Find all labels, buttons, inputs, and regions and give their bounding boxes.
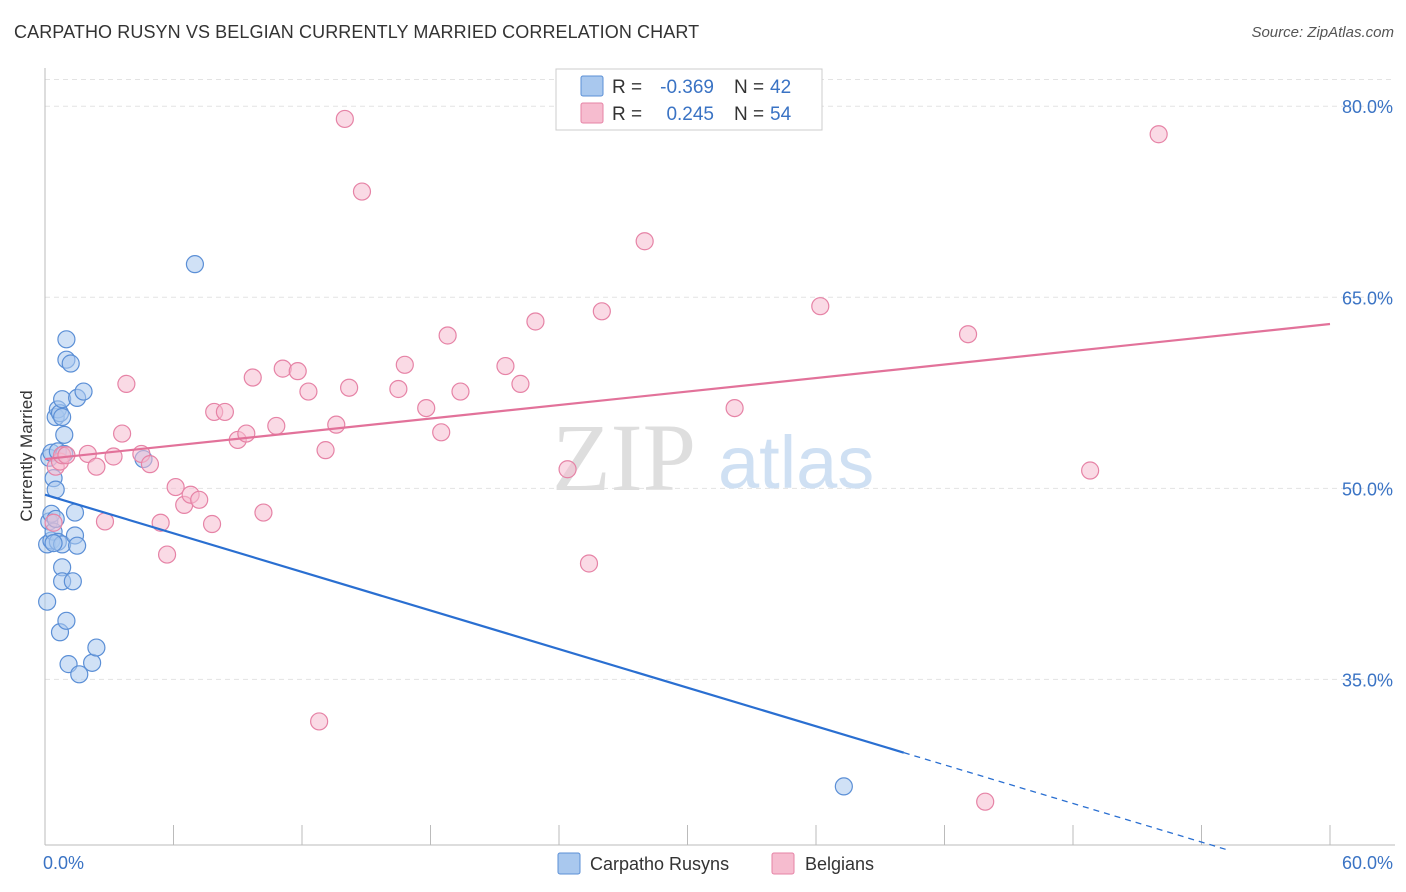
belgian-point bbox=[526, 312, 545, 331]
y-axis-title: Currently Married bbox=[17, 390, 36, 521]
rusyn-point bbox=[70, 665, 89, 684]
belgian-point bbox=[958, 325, 978, 344]
y-tick-label: 80.0% bbox=[1342, 97, 1393, 117]
rusyn-point bbox=[38, 592, 57, 611]
belgian-point bbox=[579, 554, 599, 573]
belgian-point bbox=[254, 503, 273, 522]
rusyn-point bbox=[57, 330, 76, 349]
belgian-point bbox=[87, 457, 106, 476]
rusyn-point bbox=[61, 354, 80, 373]
y-axis-tick-labels: 35.0% 50.0% 65.0% 80.0% bbox=[1342, 97, 1393, 690]
watermark: ZIP atlas bbox=[552, 404, 874, 511]
x-tick-label-min: 0.0% bbox=[43, 853, 84, 873]
legend-r-value-rusyns: -0.369 bbox=[660, 77, 714, 98]
legend-box: R = -0.369 N = 42 R = 0.245 N = 54 bbox=[555, 68, 823, 131]
belgian-point bbox=[976, 792, 995, 811]
belgian-point bbox=[417, 398, 436, 418]
legend-n-label-rusyns: N = bbox=[734, 77, 764, 98]
bottom-legend-label-belgians: Belgians bbox=[805, 854, 874, 874]
belgian-point bbox=[327, 415, 346, 434]
belgian-point bbox=[202, 514, 222, 534]
belgian-point bbox=[340, 378, 359, 397]
rusyn-point bbox=[87, 638, 106, 657]
belgian-point bbox=[496, 356, 515, 376]
scatter-points bbox=[38, 109, 1168, 811]
y-tick-label: 50.0% bbox=[1342, 479, 1393, 499]
belgian-point bbox=[558, 460, 577, 479]
belgian-point bbox=[157, 545, 177, 564]
belgian-trend-line bbox=[44, 322, 1331, 461]
belgian-point bbox=[299, 382, 318, 401]
rusyn-point bbox=[57, 611, 76, 630]
bottom-legend-label-rusyns: Carpatho Rusyns bbox=[590, 854, 729, 874]
y-tick-label: 35.0% bbox=[1342, 670, 1393, 690]
belgian-point bbox=[112, 424, 132, 443]
belgian-point bbox=[1081, 461, 1100, 480]
rusyn-point bbox=[83, 653, 102, 672]
belgian-point bbox=[215, 402, 234, 422]
belgian-point bbox=[190, 490, 209, 509]
rusyn-point bbox=[74, 382, 93, 401]
legend-n-value-belgians: 54 bbox=[770, 104, 792, 125]
watermark-atlas: atlas bbox=[718, 421, 874, 504]
belgian-point bbox=[310, 712, 329, 731]
legend-n-value-rusyns: 42 bbox=[770, 77, 791, 98]
y-tick-label: 65.0% bbox=[1342, 288, 1393, 308]
legend-r-value-belgians: 0.245 bbox=[666, 104, 714, 125]
belgian-point bbox=[395, 355, 414, 374]
chart-title: CARPATHO RUSYN VS BELGIAN CURRENTLY MARR… bbox=[14, 22, 700, 42]
bottom-legend: Carpatho Rusyns Belgians bbox=[557, 852, 874, 875]
belgian-point bbox=[140, 455, 160, 474]
belgian-point bbox=[389, 379, 408, 399]
belgian-point bbox=[432, 423, 451, 442]
trend-lines bbox=[44, 322, 1331, 851]
legend-r-label-belgians: R = bbox=[612, 104, 642, 125]
legend-n-label-belgians: N = bbox=[734, 104, 764, 125]
source-label: Source: ZipAtlas.com bbox=[1251, 24, 1394, 41]
belgian-point bbox=[316, 441, 335, 460]
belgian-point bbox=[335, 109, 354, 129]
belgian-point bbox=[151, 513, 170, 532]
rusyn-point bbox=[53, 390, 72, 409]
belgian-point bbox=[273, 359, 292, 378]
legend-swatch-belgians bbox=[580, 102, 604, 124]
belgian-point bbox=[635, 232, 654, 251]
legend-r-label-rusyns: R = bbox=[612, 77, 642, 98]
belgian-point bbox=[511, 374, 530, 393]
bottom-legend-swatch-belgians bbox=[771, 852, 795, 875]
rusyn-point bbox=[68, 536, 87, 555]
belgian-point bbox=[117, 374, 136, 393]
rusyn-point bbox=[834, 777, 853, 796]
rusyn-point bbox=[185, 255, 205, 274]
belgian-point bbox=[352, 182, 372, 201]
belgian-point bbox=[438, 326, 457, 345]
belgian-point bbox=[1149, 125, 1168, 144]
belgian-point bbox=[243, 368, 262, 387]
rusyn-point bbox=[44, 534, 63, 553]
belgian-point bbox=[44, 513, 63, 532]
belgian-point bbox=[725, 398, 744, 418]
belgian-point bbox=[166, 477, 185, 497]
rusyn-point bbox=[53, 407, 72, 427]
belgian-point bbox=[451, 382, 470, 401]
belgian-point bbox=[592, 302, 611, 321]
x-tick-label-max: 60.0% bbox=[1342, 853, 1393, 873]
belgian-point bbox=[811, 297, 830, 316]
rusyn-trend-line bbox=[44, 493, 905, 754]
bottom-legend-swatch-rusyns bbox=[557, 852, 581, 875]
rusyn-trend-line-extension bbox=[903, 752, 1228, 851]
x-axis-ticks bbox=[173, 825, 1331, 845]
legend-swatch-rusyns bbox=[580, 75, 604, 97]
rusyn-point bbox=[55, 425, 74, 444]
belgian-point bbox=[288, 362, 307, 381]
rusyn-point bbox=[63, 572, 82, 591]
belgian-point bbox=[267, 416, 286, 436]
watermark-zip: ZIP bbox=[552, 404, 696, 511]
